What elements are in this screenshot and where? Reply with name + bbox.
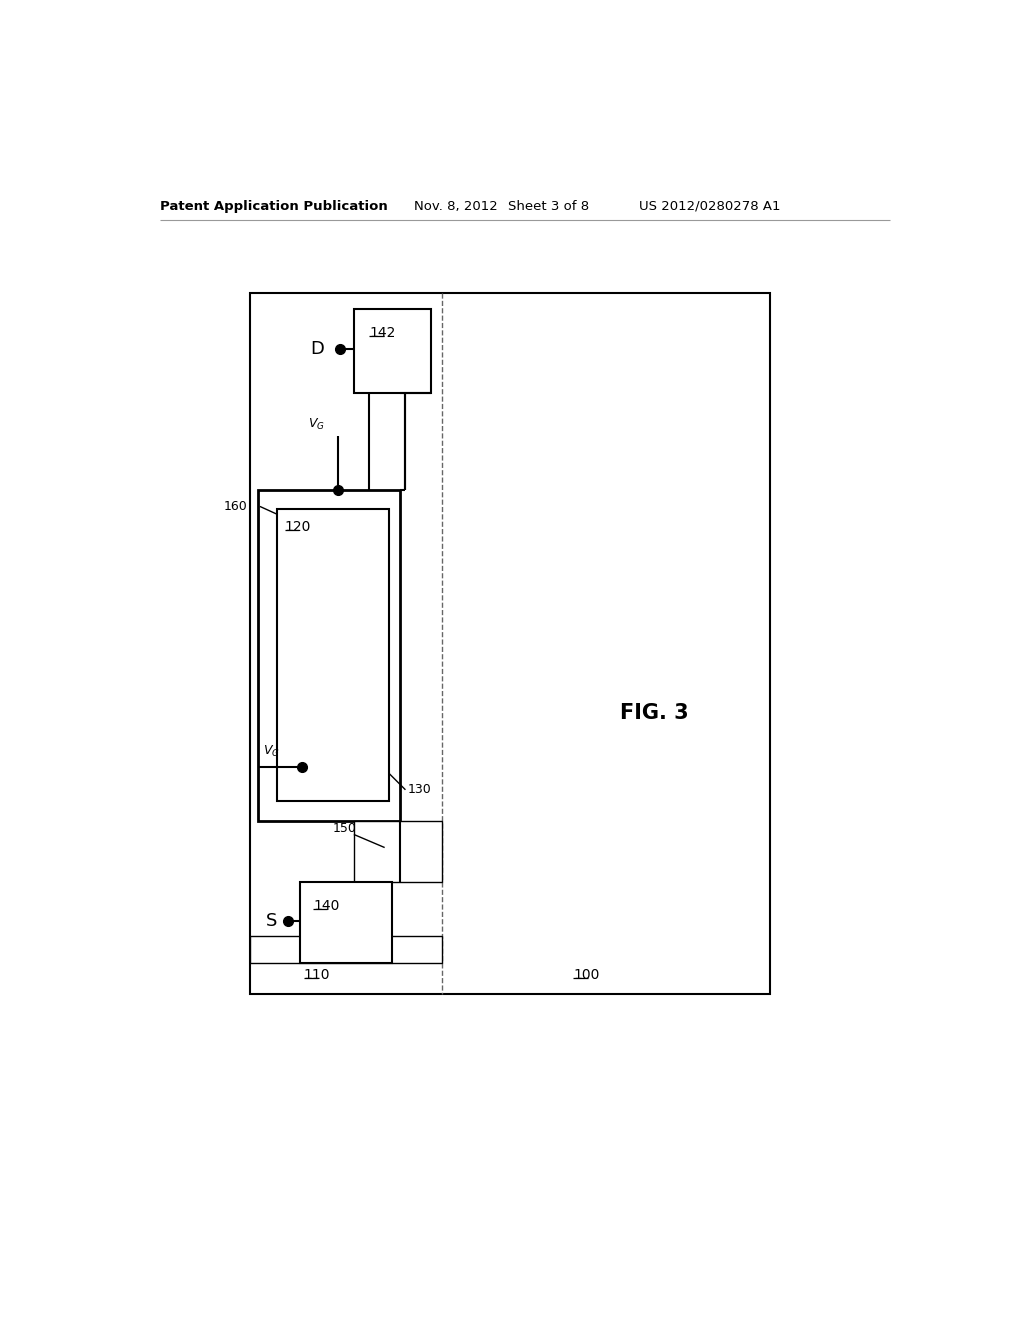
Bar bbox=[276, 508, 388, 801]
Text: 120: 120 bbox=[285, 520, 311, 535]
Text: 110: 110 bbox=[304, 969, 331, 982]
Text: Sheet 3 of 8: Sheet 3 of 8 bbox=[508, 199, 589, 213]
Bar bbox=[250, 936, 442, 964]
Text: 150: 150 bbox=[333, 822, 356, 834]
Bar bbox=[258, 490, 400, 821]
Text: 140: 140 bbox=[313, 899, 339, 913]
Text: $\mathit{V}_G$: $\mathit{V}_G$ bbox=[263, 743, 280, 759]
Bar bbox=[300, 882, 392, 964]
Text: Patent Application Publication: Patent Application Publication bbox=[160, 199, 387, 213]
Text: Nov. 8, 2012: Nov. 8, 2012 bbox=[414, 199, 498, 213]
Text: FIG. 3: FIG. 3 bbox=[620, 702, 688, 723]
Text: 160: 160 bbox=[224, 500, 248, 513]
Text: D: D bbox=[310, 341, 325, 358]
Bar bbox=[250, 293, 770, 994]
Text: 100: 100 bbox=[573, 969, 600, 982]
Text: 142: 142 bbox=[370, 326, 395, 341]
Text: S: S bbox=[265, 912, 276, 929]
Text: US 2012/0280278 A1: US 2012/0280278 A1 bbox=[639, 199, 780, 213]
Text: 130: 130 bbox=[408, 783, 431, 796]
Bar bbox=[354, 821, 442, 882]
Bar bbox=[354, 309, 431, 393]
Text: $\mathit{V}_G$: $\mathit{V}_G$ bbox=[307, 417, 325, 432]
